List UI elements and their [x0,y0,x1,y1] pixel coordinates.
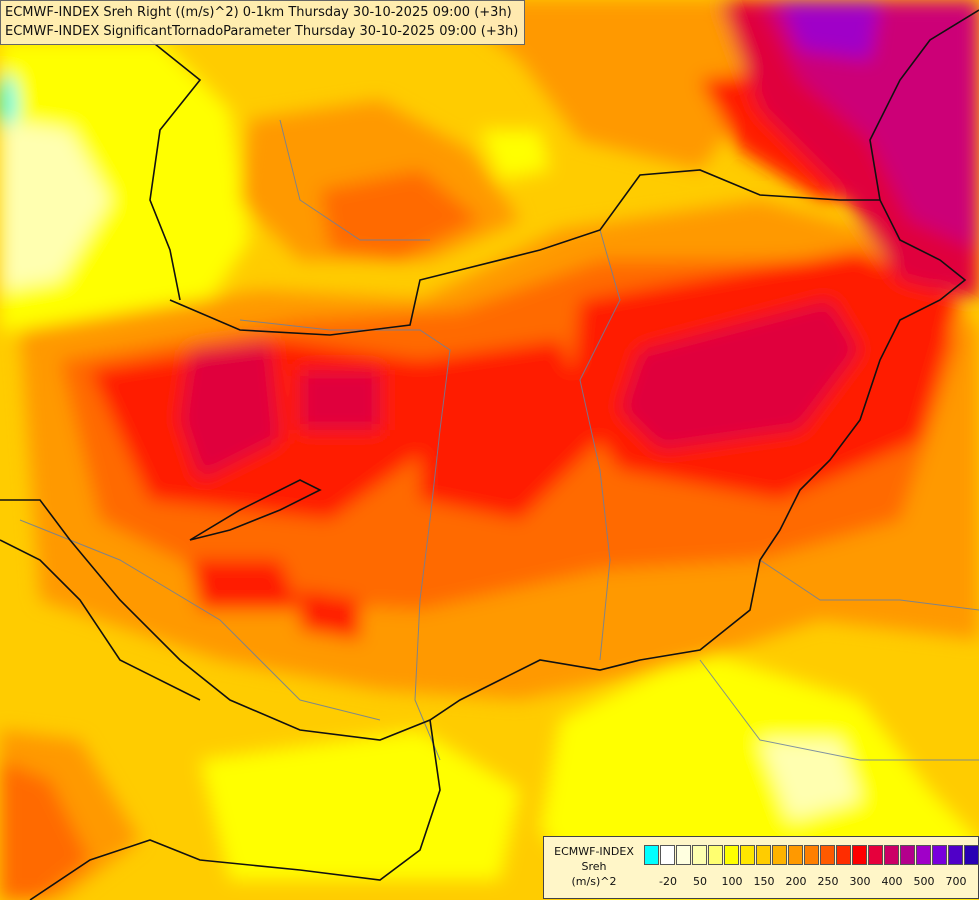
magenta-northeast [760,0,979,250]
river-danube [239,319,451,761]
legend-swatch [836,845,851,865]
country-borders [0,9,979,900]
legend-tick-label: 50 [693,875,707,888]
legend-swatch [740,845,755,865]
rivers [19,119,979,761]
legend-unit: (m/s)^2 [571,875,617,888]
border-south [29,719,441,900]
yellow-light-southeast [760,740,860,820]
yellow-north-center [480,130,550,180]
legend-swatch [948,845,963,865]
legend-swatch [660,845,675,865]
red-south-center [300,590,360,640]
river-east [759,559,979,611]
legend-tick-label: 400 [881,875,903,888]
legend-swatch [756,845,771,865]
legend-swatch [868,845,883,865]
river-southeast [699,659,979,761]
map-title-box: ECMWF-INDEX Sreh Right ((m/s)^2) 0-1km T… [0,0,526,45]
river-tisza [579,229,621,661]
legend-swatch [788,845,803,865]
dark-orange-north [320,170,480,260]
cyan-northwest [0,75,18,130]
legend-swatch [708,845,723,865]
crimson-center-west [300,370,380,430]
legend-swatch [884,845,899,865]
legend-swatch [820,845,835,865]
legend-variable: Sreh [581,860,607,873]
legend-swatch [644,845,659,865]
border-hungary [0,169,967,741]
red-center [420,340,600,520]
legend-tick-label: 100 [721,875,743,888]
legend-swatch [724,845,739,865]
map-title-line1: ECMWF-INDEX Sreh Right ((m/s)^2) 0-1km T… [5,5,512,20]
legend-tick-label: 150 [753,875,775,888]
legend-tick-label: 250 [817,875,839,888]
crimson-west [180,340,280,480]
legend-tick-label: 500 [913,875,935,888]
legend-header: ECMWF-INDEX Sreh (m/s)^2 [544,844,644,889]
yellow-light-northwest [0,120,110,290]
border-lake-balaton [189,479,322,541]
legend-tick-label: -20 [659,875,677,888]
river-north [279,119,430,241]
red-south-west [190,560,300,610]
legend-swatch [804,845,819,865]
legend-swatch [852,845,867,865]
color-legend: ECMWF-INDEX Sreh (m/s)^2 -20 50 100 150 200 2… [543,836,979,899]
legend-tick-label: 300 [849,875,871,888]
river-west [19,519,381,721]
purple-northeast [780,0,880,60]
legend-swatch [932,845,947,865]
legend-swatch [772,845,787,865]
map-title-line2: ECMWF-INDEX SignificantTornadoParameter … [5,24,519,39]
legend-title: ECMWF-INDEX [554,845,634,858]
legend-swatch [964,845,979,865]
yellow-south [200,730,520,880]
legend-ticks: -20 50 100 150 200 250 300 400 500 700 [644,875,974,889]
legend-swatch [900,845,915,865]
legend-swatches [644,845,979,865]
crimson-east [620,300,860,450]
legend-swatch [692,845,707,865]
dark-orange-southwest [0,760,90,900]
legend-swatch [676,845,691,865]
border-east [869,9,979,201]
legend-swatch [916,845,931,865]
border-north [149,39,202,301]
legend-tick-label: 200 [785,875,807,888]
legend-tick-label: 700 [945,875,967,888]
border-southwest [0,539,201,701]
